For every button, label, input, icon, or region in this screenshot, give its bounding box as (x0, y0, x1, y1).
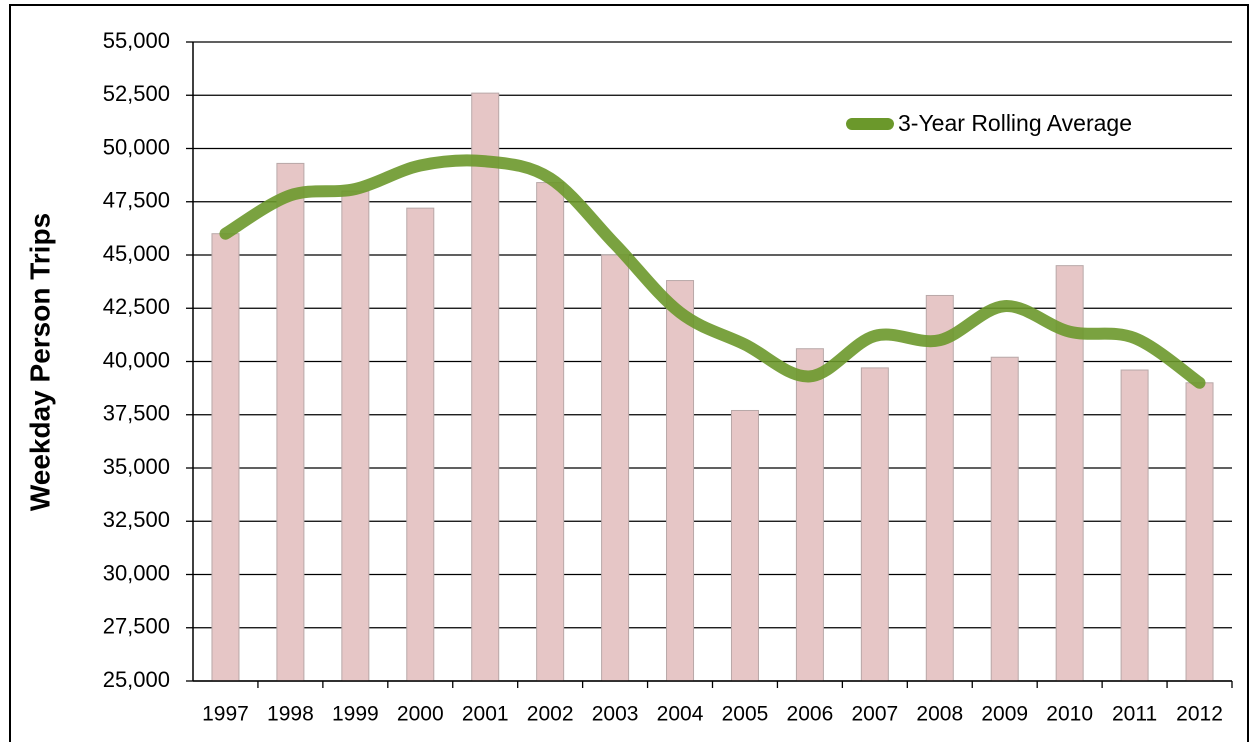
y-tick-label: 37,500 (103, 401, 170, 426)
bar (795, 348, 824, 682)
y-tick-label: 42,500 (103, 294, 170, 319)
y-tick-label: 35,000 (103, 454, 170, 479)
bar (601, 254, 630, 682)
x-tick-label: 1999 (332, 703, 379, 726)
x-tick-label: 2004 (657, 703, 704, 726)
y-tick-label: 45,000 (103, 241, 170, 266)
y-tick-label: 50,000 (103, 134, 170, 159)
x-tick-label: 2012 (1176, 703, 1223, 726)
x-tick-label: 2006 (787, 703, 834, 726)
bar (276, 162, 305, 682)
y-tick-label: 55,000 (103, 28, 170, 53)
y-axis-title: Weekday Person Trips (24, 213, 55, 511)
bar (860, 367, 889, 682)
bar (1120, 369, 1149, 682)
x-tick-label: 2010 (1046, 703, 1093, 726)
bar (925, 294, 954, 682)
bar (211, 233, 240, 682)
x-tick-label: 2005 (722, 703, 769, 726)
bar (990, 356, 1019, 682)
bar (666, 280, 695, 682)
y-tick-label: 32,500 (103, 507, 170, 532)
y-tick-label: 47,500 (103, 188, 170, 213)
x-tick-label: 1998 (267, 703, 314, 726)
y-tick-label: 40,000 (103, 347, 170, 372)
y-tick-label: 25,000 (103, 667, 170, 692)
bar (536, 182, 565, 682)
x-tick-label: 2002 (527, 703, 574, 726)
bar (406, 207, 435, 682)
y-tick-label: 30,000 (103, 560, 170, 585)
x-tick-label: 2009 (981, 703, 1028, 726)
y-tick-label: 27,500 (103, 614, 170, 639)
x-tick-label: 2011 (1112, 703, 1157, 726)
x-tick-label: 2001 (462, 703, 509, 726)
bar (1185, 382, 1214, 682)
frame (9, 4, 1249, 742)
bar (471, 92, 500, 682)
x-tick-label: 2003 (592, 703, 639, 726)
y-tick-label: 52,500 (103, 81, 170, 106)
bar (730, 409, 759, 682)
legend-label: 3-Year Rolling Average (898, 110, 1132, 136)
x-tick-label: 1997 (202, 703, 249, 726)
bar (341, 190, 370, 682)
x-tick-label: 2000 (397, 703, 444, 726)
x-tick-label: 2007 (851, 703, 898, 726)
x-tick-label: 2008 (916, 703, 963, 726)
line (219, 154, 1206, 389)
